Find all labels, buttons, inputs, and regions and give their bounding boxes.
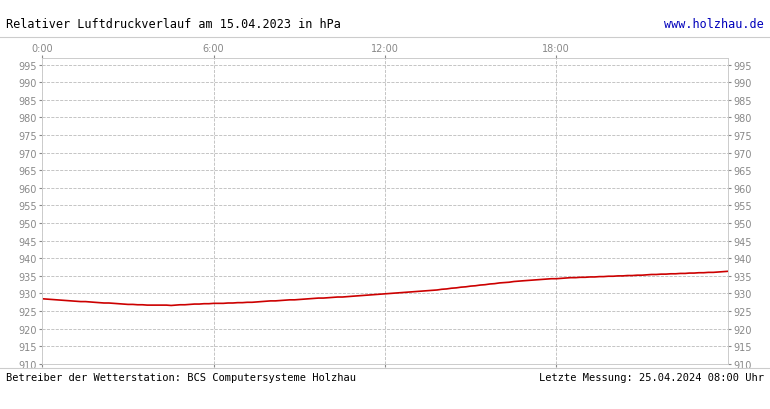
Text: Letzte Messung: 25.04.2024 08:00 Uhr: Letzte Messung: 25.04.2024 08:00 Uhr: [539, 372, 764, 382]
Text: Relativer Luftdruckverlauf am 15.04.2023 in hPa: Relativer Luftdruckverlauf am 15.04.2023…: [6, 18, 341, 31]
Text: www.holzhau.de: www.holzhau.de: [664, 18, 764, 31]
Text: Betreiber der Wetterstation: BCS Computersysteme Holzhau: Betreiber der Wetterstation: BCS Compute…: [6, 372, 357, 382]
